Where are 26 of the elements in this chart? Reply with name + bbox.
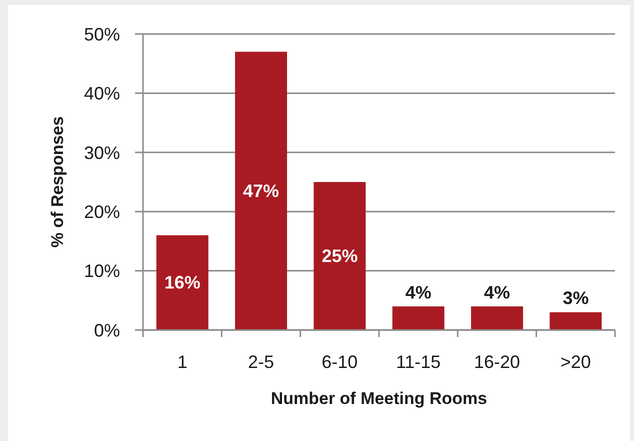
x-tick-label: 6-10 — [322, 352, 358, 372]
data-label: 4% — [484, 282, 510, 302]
x-tick-label: 2-5 — [248, 352, 274, 372]
x-tick-label: 1 — [177, 352, 188, 372]
x-tick-label: 11-15 — [396, 352, 441, 372]
bar — [314, 182, 366, 330]
bar — [392, 306, 444, 330]
data-label: 3% — [562, 288, 589, 308]
data-label: 25% — [322, 246, 358, 266]
y-axis-title: % of Responses — [48, 116, 66, 248]
data-label: 47% — [243, 180, 280, 201]
data-label: 16% — [164, 272, 200, 293]
y-tick-label: 50% — [84, 24, 120, 44]
x-tick-label: 16-20 — [474, 352, 520, 372]
y-tick-label: 20% — [84, 202, 120, 222]
y-tick-label: 0% — [94, 320, 120, 340]
y-tick-label: 40% — [84, 84, 120, 104]
bar — [156, 235, 208, 330]
x-tick-label: >20 — [560, 352, 591, 372]
bar — [471, 306, 524, 330]
bar — [235, 52, 288, 330]
bar — [550, 312, 602, 330]
y-tick-label: 10% — [84, 261, 120, 282]
x-axis-title: Number of Meeting Rooms — [270, 389, 488, 408]
y-tick-label: 30% — [84, 142, 120, 163]
data-label: 4% — [405, 282, 432, 302]
